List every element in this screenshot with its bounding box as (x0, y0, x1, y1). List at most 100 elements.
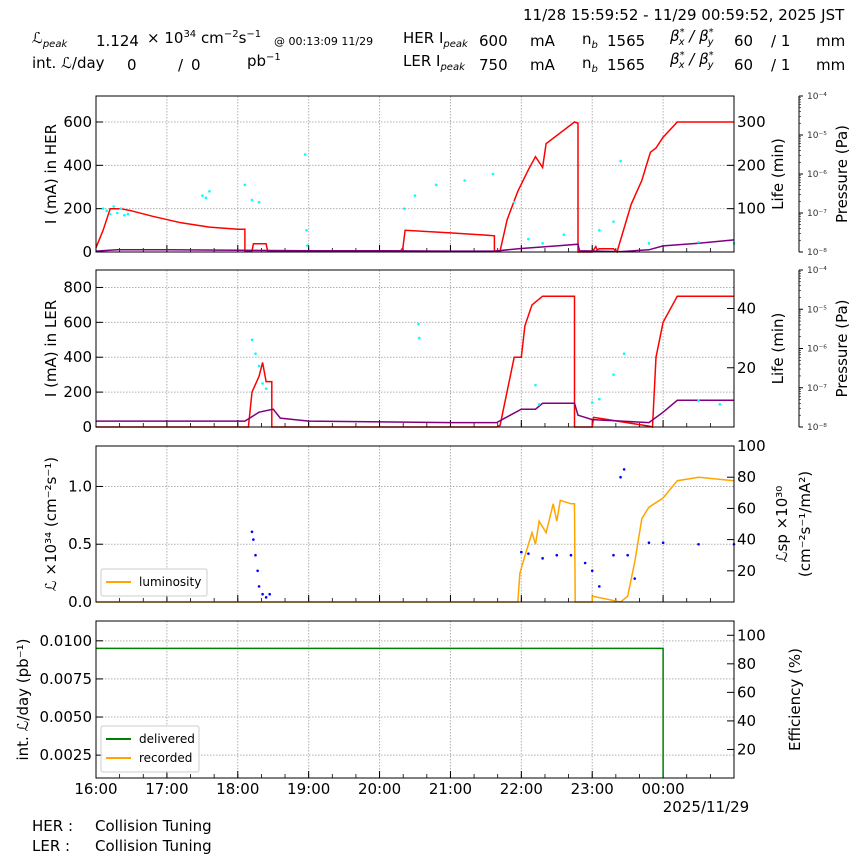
svg-text:10⁻⁶: 10⁻⁶ (807, 170, 827, 180)
svg-text:80: 80 (737, 655, 756, 673)
svg-text:800: 800 (63, 278, 92, 296)
series-HER-current (95, 121, 734, 254)
lpeak-time: @ 00:13:09 11/29 (274, 35, 374, 48)
series-delivered (96, 647, 664, 778)
svg-text:0.0025: 0.0025 (40, 746, 93, 764)
intl-label: int. ℒ/day (32, 54, 105, 72)
svg-text:20:00: 20:00 (358, 780, 401, 798)
svg-text:40: 40 (737, 300, 756, 318)
svg-text:20: 20 (737, 740, 756, 758)
lpeak-value: 1.124 (96, 32, 139, 50)
svg-text:0.0075: 0.0075 (40, 670, 93, 688)
svg-text:10⁻⁴: 10⁻⁴ (807, 92, 827, 102)
legend (100, 568, 208, 597)
svg-text:100: 100 (737, 437, 766, 455)
svg-text:10⁻⁷: 10⁻⁷ (807, 209, 827, 219)
intl-sep: / (178, 56, 184, 74)
svg-text:00:00: 00:00 (641, 780, 684, 798)
svg-text:(cm⁻²s⁻¹/mA²): (cm⁻²s⁻¹/mA²) (796, 471, 814, 577)
intl-unit: pb−1 (247, 52, 281, 70)
svg-text:10⁻⁴: 10⁻⁴ (807, 266, 827, 276)
svg-text:0.0: 0.0 (68, 593, 92, 611)
svg-text:10⁻⁶: 10⁻⁶ (807, 345, 827, 355)
legend (100, 725, 200, 773)
svg-text:100: 100 (737, 200, 766, 218)
svg-text:19:00: 19:00 (287, 780, 330, 798)
svg-text:17:00: 17:00 (145, 780, 188, 798)
svg-text:10⁻⁵: 10⁻⁵ (807, 131, 827, 141)
svg-text:80: 80 (737, 468, 756, 486)
svg-text:20: 20 (737, 359, 756, 377)
svg-text:0: 0 (82, 418, 92, 436)
svg-text:10⁻⁵: 10⁻⁵ (807, 305, 827, 315)
chart-ler: 0 200 400 600 800 20 40 I (mA) in LER Life (min)… (42, 266, 851, 436)
svg-text:recorded: recorded (139, 751, 192, 765)
svg-text:400: 400 (63, 348, 92, 366)
series-LER-current (96, 295, 734, 428)
svg-text:40: 40 (737, 531, 756, 549)
lpeak-label: ℒpeak (32, 29, 68, 50)
her-ipeak-value: 600 (479, 32, 508, 50)
svg-text:luminosity: luminosity (139, 575, 201, 589)
ler-ipeak-value: 750 (479, 56, 508, 74)
svg-text:0: 0 (82, 243, 92, 261)
svg-text:600: 600 (63, 313, 92, 331)
svg-text:20: 20 (737, 562, 756, 580)
her-nb-label: nb (582, 30, 598, 51)
her-ipeak-label: HER Ipeak (403, 29, 468, 50)
svg-text:2025/11/29: 2025/11/29 (663, 798, 749, 816)
svg-text:200: 200 (737, 156, 766, 174)
ler-beta-label: β*x / β*y (670, 50, 714, 71)
ler-ipeak-unit: mA (530, 56, 555, 74)
svg-text:Pressure (Pa): Pressure (Pa) (833, 299, 851, 397)
svg-text:200: 200 (63, 383, 92, 401)
svg-text:600: 600 (63, 113, 92, 131)
ler-ipeak-label: LER Ipeak (403, 52, 465, 73)
svg-text:0.5: 0.5 (68, 535, 92, 553)
ler-beta-x: 60 (734, 56, 754, 74)
time-range: 11/28 15:59:52 - 11/29 00:59:52, 2025 JS… (523, 6, 845, 24)
svg-text:10⁻⁸: 10⁻⁸ (807, 423, 827, 433)
svg-text:22:00: 22:00 (500, 780, 543, 798)
svg-text:60: 60 (737, 683, 756, 701)
chart-integrated: 0.0025 0.0050 0.0075 0.0100 20 40 60 80 100 int. … (14, 620, 804, 816)
her-beta-label: β*x / β*y (670, 27, 714, 48)
series-luminosity (96, 476, 735, 603)
svg-text:int. ℒ/day (pb⁻¹): int. ℒ/day (pb⁻¹) (14, 639, 32, 761)
her-nb-value: 1565 (607, 32, 646, 50)
svg-text:ℒ ×10³⁴ (cm⁻²s⁻¹): ℒ ×10³⁴ (cm⁻²s⁻¹) (42, 457, 60, 591)
svg-text:0.0050: 0.0050 (40, 708, 93, 726)
svg-text:ℒsp ×10³⁰: ℒsp ×10³⁰ (773, 486, 791, 563)
chart-her: 0 200 400 600 100 200 300 I (mA) in HER Life (mi… (42, 92, 851, 261)
her-ipeak-unit: mA (530, 32, 555, 50)
ler-beta-unit: mm (816, 56, 846, 74)
svg-text:1.0: 1.0 (68, 477, 92, 495)
footer-her-label: HER : (32, 817, 74, 835)
ler-beta-y: / 1 (771, 56, 791, 74)
her-beta-y: / 1 (771, 32, 791, 50)
svg-text:23:00: 23:00 (571, 780, 614, 798)
lpeak-unit: × 1034 cm−2s−1 (147, 29, 262, 47)
svg-text:400: 400 (63, 156, 92, 174)
svg-text:I (mA) in HER: I (mA) in HER (42, 124, 60, 224)
svg-text:I (mA) in LER: I (mA) in LER (42, 300, 60, 397)
svg-text:Life (min): Life (min) (769, 313, 787, 385)
footer-her-status: Collision Tuning (95, 817, 212, 835)
svg-text:21:00: 21:00 (429, 780, 472, 798)
her-beta-x: 60 (734, 32, 754, 50)
her-beta-unit: mm (816, 32, 846, 50)
svg-text:18:00: 18:00 (216, 780, 259, 798)
svg-text:Efficiency (%): Efficiency (%) (786, 648, 804, 751)
chart-luminosity: 0.0 0.5 1.0 20 40 60 80 100 ℒ ×10³⁴ (cm⁻²s⁻¹) ℒsp… (42, 437, 814, 611)
series-HER-lifetime (95, 239, 735, 253)
svg-text:100: 100 (737, 626, 766, 644)
svg-text:16:00: 16:00 (74, 780, 117, 798)
svg-text:200: 200 (63, 200, 92, 218)
footer-ler-label: LER : (32, 837, 71, 855)
svg-text:delivered: delivered (139, 732, 195, 746)
svg-text:Life (min): Life (min) (769, 138, 787, 210)
svg-text:40: 40 (737, 712, 756, 730)
svg-text:300: 300 (737, 113, 766, 131)
ler-nb-value: 1565 (607, 56, 646, 74)
